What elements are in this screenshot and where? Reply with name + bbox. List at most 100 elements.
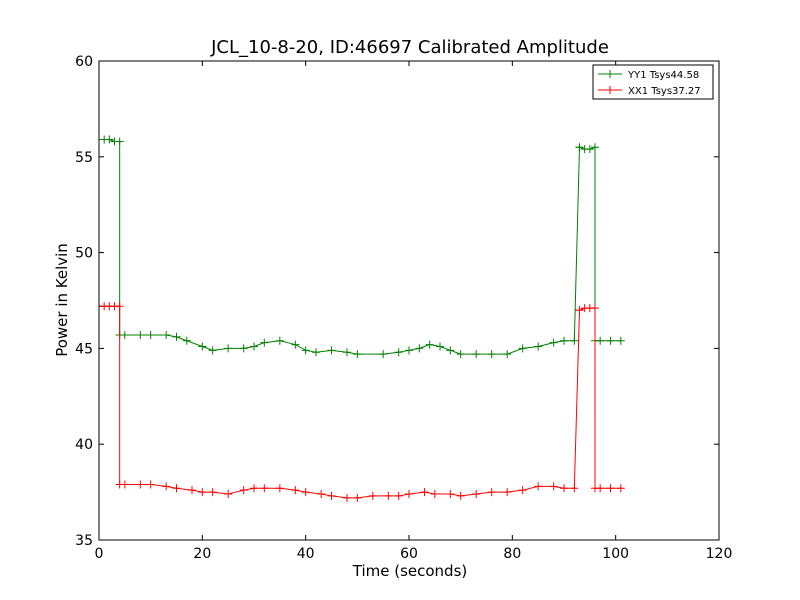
data-point [120,330,129,339]
data-point [503,350,512,359]
data-point [596,336,605,345]
y-tick-label: 50 [75,246,93,262]
data-point [198,488,207,497]
data-point [182,336,191,345]
data-point [115,137,124,146]
data-point [430,490,439,499]
data-point [146,330,155,339]
legend-entry: XX1 Tsys37.27 [598,86,701,97]
legend-marker [606,86,614,94]
data-point [224,344,233,353]
data-point [327,346,336,355]
data-point [596,484,605,493]
data-point [198,342,207,351]
data-point [260,484,269,493]
series-layer [99,135,625,502]
data-point [136,480,145,489]
y-tick-labels: 35 40 45 50 55 60 [75,54,93,549]
data-point [394,491,403,500]
data-point [560,484,568,493]
series-1 [99,135,625,359]
data-point [570,484,579,493]
data-point [260,338,269,347]
data-point [518,486,527,495]
data-point [250,342,258,351]
data-point [353,493,362,502]
chart-title: JCL_10-8-20, ID:46697 Calibrated Amplitu… [210,37,609,58]
y-tick-label: 45 [75,341,93,357]
data-point [301,346,310,355]
data-point [606,336,615,345]
legend-box [592,64,714,100]
data-point [120,480,129,489]
data-point [472,490,481,499]
x-tick-label: 100 [602,546,629,562]
data-point [188,486,196,495]
data-point [487,350,496,359]
data-point [172,332,181,341]
data-point [472,350,481,359]
x-tick-label: 0 [95,546,104,562]
legend-entry: YY1 Tsys44.58 [598,70,699,81]
x-tick-label: 80 [503,546,521,562]
data-point [208,346,217,355]
data-point [534,342,543,351]
legend-label: XX1 Tsys37.27 [628,86,701,97]
data-point [446,490,455,499]
y-tick-label: 55 [75,150,93,166]
data-point [291,486,300,495]
data-point [146,480,155,489]
data-point [301,488,310,497]
data-point [420,488,429,497]
data-point [570,336,579,345]
x-tick-labels: 0 20 40 60 80 100 120 [95,546,733,562]
data-point [224,490,233,499]
legend-marker [606,70,614,78]
data-point [208,488,217,497]
data-point [518,344,527,353]
data-point [549,482,558,491]
data-point [616,336,625,345]
data-point [606,484,615,493]
x-tick-label: 60 [400,546,418,562]
data-point [616,484,625,493]
data-point [436,342,444,351]
data-point [405,346,413,355]
data-point [585,145,594,154]
x-tick-label: 40 [297,546,315,562]
data-point [136,330,145,339]
series-2 [99,302,625,502]
data-point [591,143,599,152]
data-point [560,336,568,345]
data-point [487,488,496,497]
data-point [591,304,599,313]
data-point [575,143,584,152]
y-tick-label: 60 [75,54,93,70]
data-point [503,488,512,497]
data-point [575,306,584,315]
data-point [275,336,284,345]
data-point [456,350,465,359]
data-point [105,135,114,144]
x-tick-label: 20 [193,546,211,562]
data-point [368,491,377,500]
legend-entries: YY1 Tsys44.58 XX1 Tsys37.27 [598,70,701,97]
data-point [250,484,258,493]
data-point [415,344,424,353]
plot-background [99,61,719,540]
legend-label: YY1 Tsys44.58 [627,70,699,81]
y-axis-label: Power in Kelvin [53,243,71,357]
y-tick-label: 35 [75,533,93,549]
data-point [353,350,362,359]
x-tick-label: 120 [706,546,733,562]
data-point [534,482,543,491]
plot-area [98,60,720,541]
data-point [425,340,434,349]
data-point [312,348,320,357]
data-point [549,338,558,347]
data-point [327,491,336,500]
data-point [115,302,124,311]
data-point [172,484,181,493]
data-point [239,486,248,495]
